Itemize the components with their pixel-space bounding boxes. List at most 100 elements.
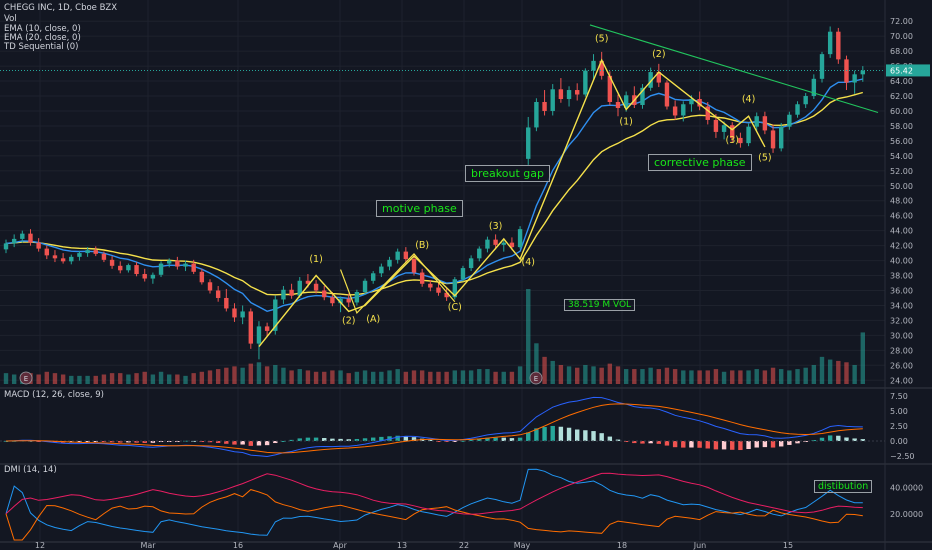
candle-body xyxy=(836,31,841,60)
earnings-marker-circle xyxy=(529,371,543,385)
macd-histogram-bar xyxy=(501,437,506,441)
volume-bar xyxy=(664,367,670,384)
wave-label: (A) xyxy=(366,314,380,325)
volume-bar xyxy=(819,356,825,384)
macd-histogram-bar xyxy=(860,439,865,441)
volume-bar xyxy=(566,366,572,384)
price-tick-label: 50.00 xyxy=(890,182,913,191)
volume-bar xyxy=(648,367,653,384)
macd-histogram-bar xyxy=(640,441,645,444)
legend-ema10: EMA (10, close, 0) xyxy=(4,24,81,34)
candle-body xyxy=(599,60,604,76)
macd-tick-label: 5.00 xyxy=(890,407,908,416)
macd-histogram-bar xyxy=(770,441,776,448)
candle-body xyxy=(85,250,90,254)
volume-bar xyxy=(575,367,580,384)
volume-bar xyxy=(795,369,800,384)
macd-histogram-bar xyxy=(281,440,286,442)
dmi-minus-line xyxy=(5,489,863,541)
adx-line xyxy=(5,472,863,515)
macd-histogram-bar xyxy=(566,427,572,441)
wave-label: (1) xyxy=(309,254,322,265)
volume-bar xyxy=(428,371,433,384)
price-tick-label: 40.00 xyxy=(890,257,913,266)
abc-correction-path xyxy=(339,252,456,315)
macd-histogram-bar xyxy=(248,441,253,446)
candle-body xyxy=(648,72,653,88)
candle-body xyxy=(583,70,588,95)
volume-bar xyxy=(158,371,164,384)
candle-body xyxy=(852,74,857,83)
volume-bar xyxy=(403,371,409,384)
earnings-marker-circle xyxy=(19,371,33,385)
macd-histogram-bar xyxy=(428,439,433,441)
volume-bar xyxy=(730,370,735,384)
macd-histogram-bar xyxy=(509,438,515,441)
macd-histogram-bar xyxy=(240,441,245,445)
volume-bar xyxy=(371,371,376,384)
price-tick-label: 34.00 xyxy=(890,301,913,310)
volume-bar xyxy=(787,370,792,384)
candle-body xyxy=(109,259,115,266)
volume-bar xyxy=(362,370,368,384)
macd-histogram-bar xyxy=(689,441,694,448)
macd-histogram-bar xyxy=(697,441,702,448)
volume-bar xyxy=(240,367,245,384)
macd-histogram-bar xyxy=(93,441,98,442)
last-price-label: 65.42 xyxy=(890,66,913,75)
annotation-motive-phase: motive phase xyxy=(376,200,463,217)
macd-histogram-bar xyxy=(632,441,637,444)
candle-body xyxy=(191,263,196,272)
price-tick-label: 48.00 xyxy=(890,197,913,206)
macd-histogram-bar xyxy=(444,441,449,443)
volume-bar xyxy=(713,369,719,384)
volume-bar xyxy=(3,373,9,384)
macd-histogram-bar xyxy=(534,428,539,441)
volume-bar xyxy=(256,362,262,384)
candle-body xyxy=(827,31,833,55)
volume-bar xyxy=(827,359,833,384)
macd-histogram-bar xyxy=(607,436,613,441)
macd-tick-label: 0.00 xyxy=(890,437,908,446)
volume-bar xyxy=(264,366,270,384)
volume-bar xyxy=(191,373,196,384)
macd-signal-line xyxy=(5,403,863,454)
ema-20-line xyxy=(5,91,863,296)
macd-histogram-bar xyxy=(224,441,229,444)
macd-histogram-bar xyxy=(754,441,759,448)
candle-body xyxy=(273,299,278,331)
price-tick-label: 72.00 xyxy=(890,17,913,26)
volume-bar xyxy=(85,375,90,384)
volume-bar xyxy=(509,371,515,384)
candle-body xyxy=(232,308,237,318)
volume-bar xyxy=(289,370,294,384)
volume-bar xyxy=(346,373,351,384)
volume-bar xyxy=(419,370,425,384)
volume-bar xyxy=(493,371,498,384)
macd-histogram-bar xyxy=(322,438,327,441)
volume-bar xyxy=(558,365,564,384)
volume-bar xyxy=(444,371,449,384)
candle-body xyxy=(542,102,547,111)
candle-body xyxy=(738,137,743,144)
candle-body xyxy=(819,54,825,79)
candle-body xyxy=(28,233,33,243)
macd-histogram-bar xyxy=(207,441,213,443)
volume-bar xyxy=(411,370,417,384)
candle-body xyxy=(607,75,613,103)
candle-body xyxy=(330,297,335,304)
candle-body xyxy=(183,263,188,267)
time-tick-label: 16 xyxy=(233,541,243,550)
macd-histogram-bar xyxy=(142,441,147,443)
candle-body xyxy=(142,274,147,279)
volume-bar xyxy=(395,369,400,384)
macd-histogram-bar xyxy=(36,441,41,442)
volume-bar xyxy=(542,356,547,384)
macd-histogram-bar xyxy=(403,436,409,441)
candle-body xyxy=(844,59,849,83)
macd-histogram-bar xyxy=(158,441,164,443)
macd-histogram-bar xyxy=(436,441,441,442)
volume-bar xyxy=(69,375,74,384)
